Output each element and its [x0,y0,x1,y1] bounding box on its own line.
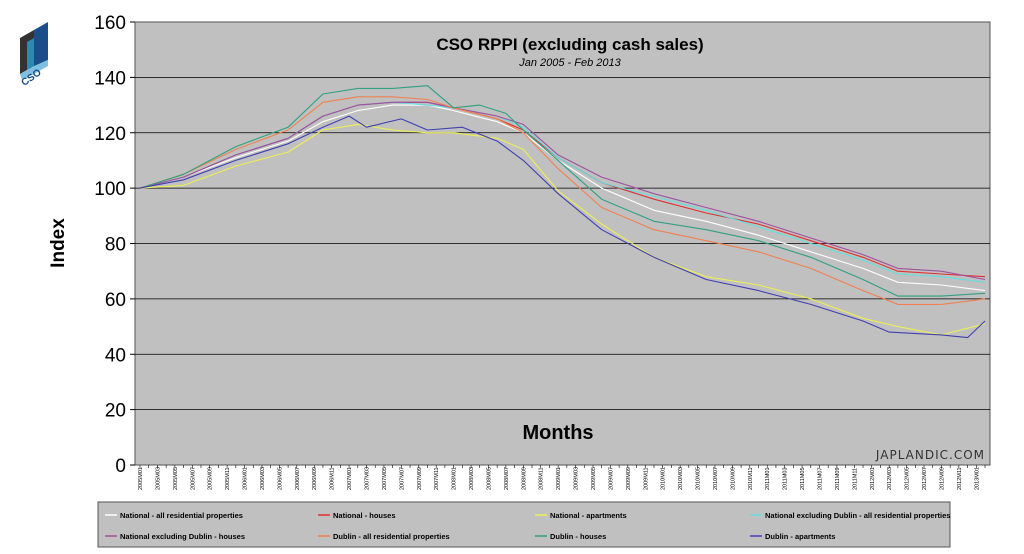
x-tick-label: 2012M09 [939,467,945,490]
legend-entry: National - all residential properties [120,511,243,520]
x-tick-label: 2010M07 [713,467,719,490]
x-tick-label: 2009M09 [626,467,632,490]
y-axis-label: Index [48,218,69,268]
legend-entry: National - houses [333,511,396,520]
x-tick-label: 2006M09 [312,467,318,490]
x-tick-label: 2006M01 [243,467,249,490]
series-line-5 [139,101,986,281]
x-tick-label: 2011M11 [852,468,858,490]
series-lines [139,85,986,339]
y-axis-ticks: 0 20 40 60 80 100 120 140 160 [94,13,135,477]
x-tick-label: 2008M11 [539,467,545,490]
x-tick-label: 2013M01 [974,467,980,490]
x-tick-label: 2005M03 [155,467,161,490]
y-tick-label: 140 [94,68,126,89]
x-tick-label: 2011M05 [800,467,806,490]
legend-entry: Dublin - houses [550,532,606,541]
x-tick-label: 2005M09 [208,467,214,490]
x-tick-label: 2012M07 [922,467,928,490]
y-tick-label: 120 [94,124,126,145]
x-tick-label: 2010M09 [730,467,736,490]
x-tick-label: 2007M09 [417,467,423,490]
x-axis-ticks: 2005M01 2005M03 2005M05 2005M07 2005M09 2005M… [138,465,986,490]
watermark: JAPLANDIC.COM [875,448,985,462]
series-line-8 [139,115,986,339]
series-line-7 [139,85,986,297]
legend-entry: Dublin - all residential properties [333,532,450,541]
x-tick-label: 2012M03 [887,467,893,490]
gridlines [135,76,990,411]
x-tick-label: 2005M07 [190,467,196,490]
x-tick-label: 2008M07 [504,467,510,490]
x-tick-label: 2005M11 [225,467,231,490]
x-tick-label: 2010M01 [661,467,667,490]
x-tick-label: 2007M05 [382,467,388,490]
series-line-6 [139,96,986,305]
chart-title: CSO RPPI (excluding cash sales) [436,35,703,54]
x-tick-label: 2008M01 [452,467,458,490]
x-tick-label: 2005M05 [173,467,179,490]
chart-subtitle: Jan 2005 - Feb 2013 [518,57,621,69]
x-tick-label: 2006M03 [260,467,266,490]
legend: National - all residential properties Nat… [105,511,950,541]
x-tick-label: 2012M01 [870,467,876,490]
x-tick-label: 2006M05 [277,467,283,490]
x-tick-label: 2010M03 [678,467,684,490]
y-tick-label: 60 [105,290,126,311]
x-tick-label: 2011M01 [765,467,771,490]
x-tick-label: 2009M11 [643,467,649,490]
x-tick-label: 2011M07 [817,467,823,490]
x-tick-label: 2007M03 [364,467,370,490]
legend-entry: Dublin - apartments [765,532,835,541]
y-tick-label: 160 [94,13,126,34]
x-tick-label: 2011M09 [835,467,841,490]
y-tick-label: 20 [105,401,126,422]
cso-logo: CSO [20,22,48,89]
x-tick-label: 2006M07 [295,467,301,490]
x-tick-label: 2008M05 [486,467,492,490]
x-tick-label: 2006M11 [330,467,336,490]
x-tick-label: 2008M09 [521,467,527,490]
x-tick-label: 2011M03 [783,467,789,490]
x-tick-label: 2007M01 [347,467,353,490]
y-tick-label: 100 [94,179,126,200]
legend-entry: National excluding Dublin - all resident… [765,511,950,520]
legend-entry: National - apartments [550,511,627,520]
legend-entry: National excluding Dublin - houses [120,532,245,541]
x-tick-label: 2010M05 [696,467,702,490]
x-tick-label: 2008M03 [469,467,475,490]
x-tick-label: 2009M07 [608,467,614,490]
x-tick-label: 2007M07 [399,467,405,490]
x-axis-label: Months [522,422,593,444]
y-tick-label: 0 [115,456,126,477]
y-tick-label: 40 [105,345,126,366]
y-tick-label: 80 [105,235,126,256]
x-tick-label: 2009M01 [556,467,562,490]
x-tick-label: 2010M11 [748,467,754,490]
legend-box [97,501,951,548]
x-tick-label: 2012M05 [905,467,911,490]
x-tick-label: 2005M01 [138,467,144,490]
x-tick-label: 2009M05 [591,467,597,490]
x-tick-label: 2009M03 [574,467,580,490]
x-tick-label: 2007M11 [434,467,440,490]
series-line-3 [139,123,986,336]
x-tick-label: 2012M11 [957,467,963,490]
